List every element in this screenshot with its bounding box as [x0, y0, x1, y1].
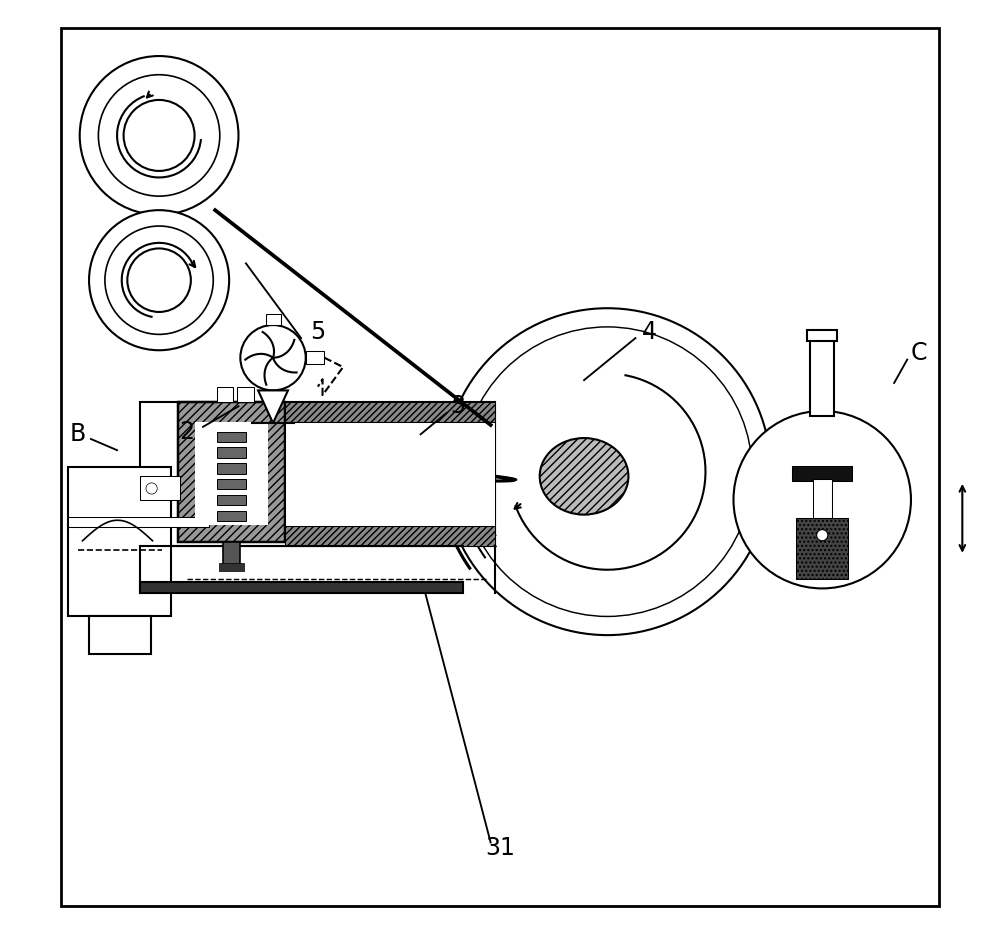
- Bar: [266, 314, 281, 325]
- Bar: [306, 351, 324, 364]
- Circle shape: [105, 226, 213, 334]
- Circle shape: [146, 483, 157, 494]
- Bar: [217, 447, 246, 458]
- Bar: [285, 402, 495, 422]
- Text: 31: 31: [485, 836, 515, 860]
- Circle shape: [98, 75, 220, 196]
- Text: 5: 5: [310, 319, 325, 344]
- Bar: [792, 466, 852, 481]
- Text: 4: 4: [642, 319, 657, 344]
- Circle shape: [240, 325, 306, 390]
- Bar: [807, 330, 837, 341]
- Text: 3: 3: [450, 394, 465, 418]
- Bar: [285, 422, 495, 526]
- Bar: [237, 387, 254, 402]
- Bar: [223, 542, 240, 567]
- Bar: [68, 517, 209, 527]
- Bar: [217, 387, 233, 402]
- Bar: [217, 432, 246, 442]
- Circle shape: [463, 327, 752, 616]
- Bar: [89, 616, 151, 654]
- Ellipse shape: [540, 438, 628, 515]
- Bar: [140, 476, 180, 500]
- Circle shape: [444, 308, 771, 635]
- Circle shape: [124, 100, 195, 171]
- Circle shape: [80, 56, 238, 215]
- Bar: [796, 518, 848, 579]
- Polygon shape: [258, 390, 288, 423]
- Bar: [810, 336, 834, 416]
- Bar: [217, 463, 246, 474]
- Bar: [219, 563, 244, 571]
- Bar: [217, 495, 246, 505]
- Bar: [285, 526, 495, 546]
- Text: B: B: [70, 422, 86, 446]
- Bar: [813, 479, 832, 518]
- Circle shape: [817, 530, 828, 541]
- Text: 2: 2: [180, 419, 195, 444]
- Text: C: C: [910, 341, 927, 365]
- Bar: [178, 402, 285, 542]
- Bar: [217, 479, 246, 489]
- Bar: [140, 582, 463, 593]
- Circle shape: [89, 210, 229, 350]
- Bar: [195, 422, 268, 525]
- Bar: [140, 402, 495, 546]
- Bar: [217, 511, 246, 521]
- Circle shape: [127, 248, 191, 312]
- Bar: [68, 467, 171, 616]
- Circle shape: [734, 411, 911, 588]
